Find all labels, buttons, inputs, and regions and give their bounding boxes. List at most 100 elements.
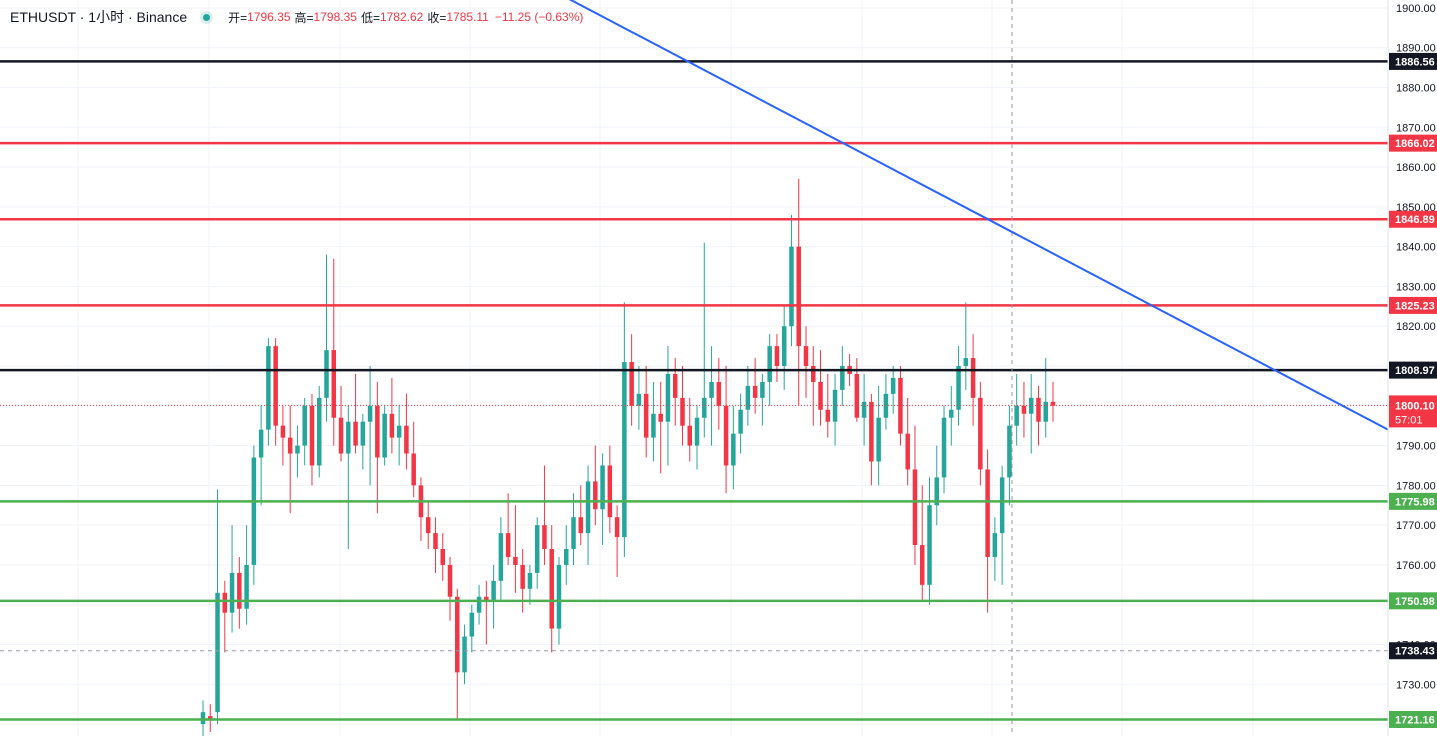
level-price-tag: 1866.02 xyxy=(1389,134,1437,152)
price-tick-label: 1760.00 xyxy=(1396,560,1436,572)
candle xyxy=(934,445,940,526)
low-value: 1782.62 xyxy=(379,10,424,24)
candle xyxy=(585,465,591,565)
candle-body xyxy=(760,381,765,398)
level-price-tag: 1825.23 xyxy=(1389,296,1437,314)
candle-body xyxy=(919,545,925,585)
current-price-text: 1800.10 xyxy=(1395,400,1435,412)
candle xyxy=(854,358,860,422)
candle-body xyxy=(273,346,278,426)
candle xyxy=(702,242,707,438)
current-price-tag: 1800.10 57:01 xyxy=(1389,395,1437,428)
candle xyxy=(229,525,235,633)
candle-body xyxy=(789,246,794,327)
candle xyxy=(970,334,976,426)
candle-body xyxy=(309,405,315,466)
candle xyxy=(832,373,838,446)
candle-body xyxy=(840,366,845,390)
candle xyxy=(658,381,663,474)
candle xyxy=(244,525,249,625)
candle-body xyxy=(382,413,387,458)
candle xyxy=(331,258,337,446)
trendline[interactable] xyxy=(548,0,1389,431)
candle xyxy=(200,700,206,736)
candle xyxy=(1021,381,1027,438)
candle xyxy=(803,326,809,398)
candle-body xyxy=(607,465,613,518)
candle-body xyxy=(549,549,554,629)
close-label: 收= xyxy=(427,10,447,25)
candle xyxy=(491,564,496,629)
candle-body xyxy=(280,425,286,438)
candle-body xyxy=(672,373,678,398)
overlays xyxy=(0,0,1389,736)
candle xyxy=(745,366,751,426)
candle xyxy=(360,413,366,470)
candle xyxy=(672,358,678,426)
price-axis[interactable]: 1900.001890.001880.001870.001860.001850.… xyxy=(1387,0,1437,736)
candle-body xyxy=(890,377,896,394)
candle xyxy=(949,385,954,446)
candle-body xyxy=(266,346,271,430)
candle-body xyxy=(302,405,307,446)
level-price-tag-text: 1721.16 xyxy=(1395,714,1435,726)
price-tick-label: 1890.00 xyxy=(1396,43,1436,55)
candle xyxy=(273,338,278,446)
candle xyxy=(738,393,743,454)
candle-body xyxy=(927,505,932,585)
candle-body xyxy=(505,533,511,557)
candle xyxy=(302,397,307,466)
level-price-tag-text: 1750.98 xyxy=(1395,596,1435,608)
candle-body xyxy=(774,346,780,367)
candle xyxy=(716,358,722,430)
candle-body xyxy=(455,596,460,673)
candle-body xyxy=(375,405,380,458)
candle-body xyxy=(585,481,591,534)
candle xyxy=(825,373,831,438)
candle-body xyxy=(803,346,809,367)
candle-body xyxy=(469,612,475,637)
candle-body xyxy=(723,405,729,466)
symbol-title[interactable]: ETHUSDT · 1小时 · Binance xyxy=(10,9,188,25)
candle xyxy=(890,366,896,414)
candle-body xyxy=(222,592,228,613)
candle-body xyxy=(738,409,743,434)
price-tick-label: 1790.00 xyxy=(1396,441,1436,453)
candle-body xyxy=(629,362,634,406)
candle xyxy=(861,373,867,446)
candle-body xyxy=(941,417,947,478)
candle-body xyxy=(651,413,656,438)
candle xyxy=(1014,373,1019,446)
candle-body xyxy=(818,381,823,410)
candle-body xyxy=(251,457,257,565)
candle xyxy=(927,477,932,605)
candle-body xyxy=(970,358,976,398)
candle-body xyxy=(985,469,990,557)
level-price-tag-bg xyxy=(1389,134,1437,152)
candle-body xyxy=(215,592,220,713)
candle-body xyxy=(447,564,453,597)
candle-body xyxy=(331,350,337,418)
candle xyxy=(731,405,736,490)
candle-body xyxy=(520,564,525,589)
candle xyxy=(840,346,845,406)
candle xyxy=(542,465,547,565)
candle-body xyxy=(527,572,533,589)
candle xyxy=(622,302,627,557)
candle xyxy=(781,306,787,390)
price-tick-label: 1840.00 xyxy=(1396,242,1436,254)
price-tick-label: 1880.00 xyxy=(1396,83,1436,95)
candle-body xyxy=(912,469,918,546)
candle-body xyxy=(258,429,264,458)
countdown-text: 57:01 xyxy=(1395,414,1423,426)
candle-body xyxy=(200,712,206,725)
candle xyxy=(999,465,1005,585)
candle-body xyxy=(316,397,322,466)
candle-body xyxy=(694,417,700,446)
current-price-tag-bg xyxy=(1389,395,1437,428)
candle-body xyxy=(709,381,714,398)
candle-body xyxy=(643,393,649,438)
candle-body xyxy=(244,564,249,609)
level-price-tag: 1846.89 xyxy=(1389,210,1437,228)
